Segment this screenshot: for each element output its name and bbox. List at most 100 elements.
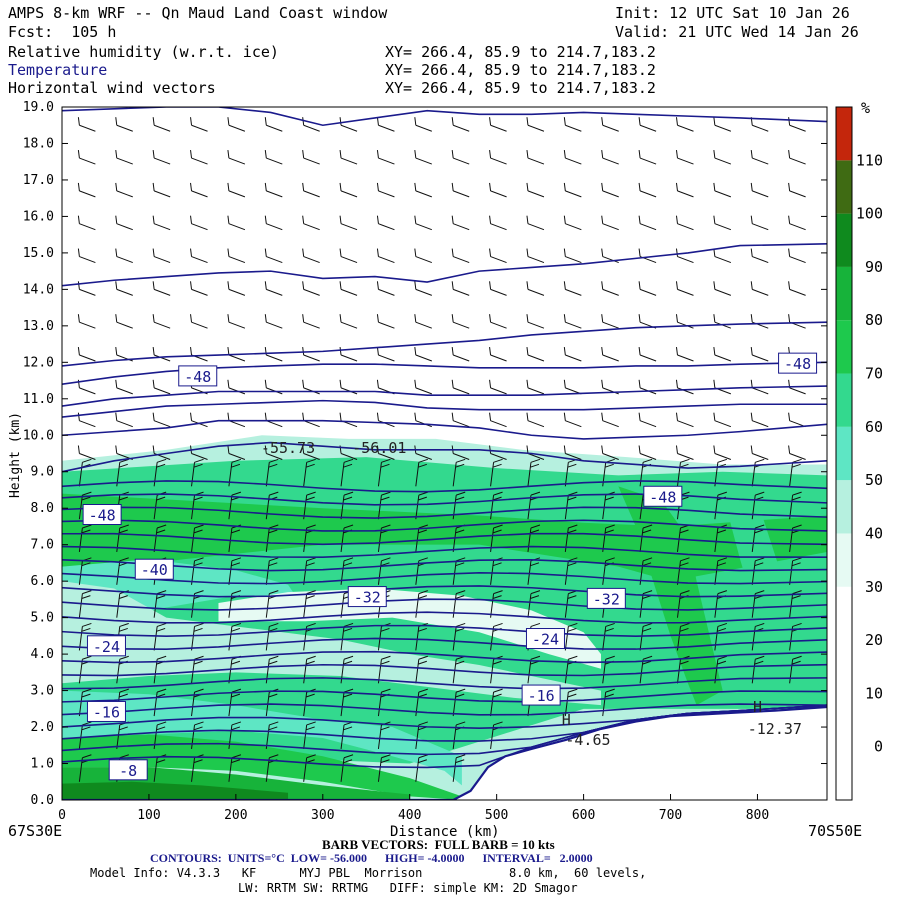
- field-rh-name: Relative humidity (w.r.t. ice): [8, 43, 279, 61]
- y-tick-label: 14.0: [23, 282, 54, 297]
- wind-barb: [415, 655, 428, 684]
- wind-barb: [601, 412, 619, 428]
- wind-barb: [302, 150, 320, 165]
- wind-barb: [676, 557, 690, 585]
- y-tick-label: 6.0: [31, 574, 54, 589]
- wind-barb: [227, 117, 246, 132]
- wind-barb: [264, 445, 283, 460]
- wind-barb: [563, 117, 582, 132]
- wind-barb: [451, 281, 470, 296]
- wind-barb: [415, 590, 428, 618]
- wind-barb: [638, 215, 657, 231]
- wind-barb: [489, 281, 507, 296]
- wind-barb: [377, 754, 391, 782]
- temperature-label: -48: [89, 507, 116, 525]
- colorbar-label: 70: [865, 365, 883, 383]
- wind-barb: [489, 445, 507, 460]
- wind-barb: [713, 346, 732, 362]
- wind-barb: [190, 150, 208, 165]
- wind-barb: [302, 182, 320, 198]
- wind-barb: [639, 524, 653, 553]
- temperature-label-box: [86, 700, 126, 722]
- y-tick-label: 1.0: [31, 757, 54, 772]
- temperature-label-box: [643, 485, 683, 507]
- temperature-label-box: [178, 365, 218, 387]
- wind-barb: [152, 379, 171, 395]
- wind-barb: [414, 314, 432, 329]
- y-tick-label: 17.0: [23, 173, 54, 188]
- y-tick-label: 2.0: [31, 720, 54, 735]
- x-tick-label: 700: [659, 808, 682, 823]
- wind-barb: [788, 248, 806, 264]
- wind-barb: [302, 215, 320, 231]
- wind-barb: [377, 491, 391, 520]
- extremum-annotation: -55.73: [261, 439, 315, 457]
- wind-barb: [377, 557, 391, 585]
- wind-barb: [302, 248, 320, 264]
- wind-barb: [190, 281, 208, 296]
- wind-barb: [713, 182, 732, 198]
- wind-barb: [302, 314, 320, 329]
- colorbar-swatch: [836, 586, 852, 641]
- wind-barb: [713, 281, 732, 296]
- wind-barb: [376, 215, 395, 231]
- isotherm: [62, 611, 827, 624]
- wind-barb: [376, 346, 395, 362]
- wind-barb: [563, 182, 582, 198]
- model-info-1: Model Info: V4.3.3 KF MYJ PBL Morrison 8…: [90, 866, 647, 880]
- wind-barb: [264, 248, 283, 264]
- wind-barb: [153, 590, 167, 618]
- wind-barb: [563, 412, 582, 428]
- wind-barb: [190, 215, 208, 231]
- wind-barb: [527, 524, 541, 553]
- wind-barb: [303, 458, 316, 487]
- wind-barb: [601, 281, 619, 296]
- wind-barb: [377, 458, 391, 487]
- wind-barb: [339, 182, 358, 198]
- wind-barb: [564, 557, 578, 585]
- isotherm: [62, 637, 827, 650]
- wind-barb: [340, 754, 354, 782]
- isotherm: [62, 572, 827, 585]
- wind-barb: [750, 379, 769, 395]
- wind-barb: [451, 248, 470, 264]
- wind-barb: [714, 622, 728, 651]
- wind-barb: [601, 182, 619, 198]
- wind-barb: [526, 314, 545, 329]
- colorbar-unit: %: [861, 99, 870, 117]
- wind-barb: [115, 215, 133, 231]
- wind-barb: [526, 248, 545, 264]
- temperature-label: -8: [119, 762, 137, 780]
- wind-barb: [376, 182, 395, 198]
- wind-barb: [303, 557, 316, 585]
- wind-barb: [451, 314, 470, 329]
- wind-barb: [526, 215, 545, 231]
- wind-barb: [563, 281, 582, 296]
- contour-label-layer: -48 -48 -48 -48 -40 -32 -32 -24 -24 -16 -16 -8 -55.7…: [82, 352, 818, 781]
- wind-barb: [563, 445, 582, 460]
- isotherm: [62, 585, 827, 598]
- wind-barb: [526, 117, 545, 132]
- wind-barb: [750, 150, 769, 165]
- colorbar-swatch: [836, 320, 852, 374]
- wind-barb: [78, 590, 92, 618]
- extremum-annotation: H: [562, 711, 571, 729]
- left-endpoint: 67S30E: [8, 822, 63, 840]
- wind-barb: [751, 655, 765, 684]
- x-tick-label: 800: [746, 808, 769, 823]
- isotherm: [62, 690, 827, 703]
- y-tick-label: 3.0: [31, 684, 54, 699]
- wind-barb: [414, 117, 432, 132]
- wind-barb: [526, 379, 545, 395]
- temperature-label: -24: [93, 638, 120, 656]
- wind-barb: [788, 117, 806, 132]
- temperature-label: -16: [93, 703, 120, 721]
- wind-barb: [414, 281, 432, 296]
- wind-barb: [77, 117, 96, 132]
- wind-barb: [77, 346, 96, 362]
- wind-barb: [152, 215, 171, 231]
- wind-barb: [115, 412, 133, 428]
- wind-barb: [77, 248, 96, 264]
- init-time: Init: 12 UTC Sat 10 Jan 26: [615, 4, 850, 22]
